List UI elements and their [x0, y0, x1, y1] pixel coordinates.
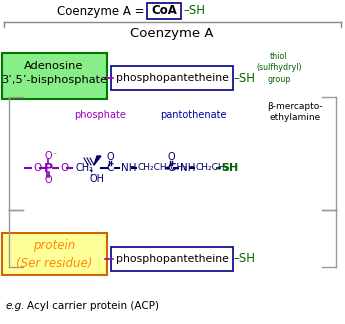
Text: O: O [44, 151, 52, 161]
Polygon shape [94, 156, 101, 165]
FancyBboxPatch shape [111, 247, 233, 271]
Text: O: O [33, 163, 41, 173]
Text: C: C [167, 163, 175, 173]
Text: OH: OH [89, 174, 104, 184]
Text: CH₂CH₂CH₂: CH₂CH₂CH₂ [137, 164, 187, 172]
Text: CH₂CH₂: CH₂CH₂ [195, 164, 228, 172]
Text: O: O [106, 152, 114, 162]
Text: protein
(Ser residue): protein (Ser residue) [16, 238, 92, 270]
FancyBboxPatch shape [111, 66, 233, 90]
Text: C: C [106, 163, 114, 173]
Text: phosphate: phosphate [74, 110, 126, 120]
Text: pantothenate: pantothenate [160, 110, 226, 120]
Text: –SH: –SH [233, 72, 255, 85]
FancyBboxPatch shape [2, 53, 107, 99]
Text: –SH: –SH [233, 252, 255, 265]
Text: β-mercapto-
ethylamine: β-mercapto- ethylamine [267, 102, 323, 122]
Text: NH: NH [180, 163, 196, 173]
Text: phosphopantetheine: phosphopantetheine [116, 254, 228, 264]
Text: NH: NH [121, 163, 137, 173]
FancyBboxPatch shape [147, 3, 181, 19]
Text: Coenzyme A =: Coenzyme A = [57, 5, 148, 17]
Text: phosphopantetheine: phosphopantetheine [116, 73, 228, 83]
Text: thiol
(sulfhydryl)
group: thiol (sulfhydryl) group [256, 52, 302, 84]
Text: O: O [44, 175, 52, 185]
Text: CoA: CoA [151, 5, 177, 17]
Text: O: O [167, 152, 175, 162]
FancyBboxPatch shape [2, 233, 107, 275]
Text: SH: SH [221, 163, 238, 173]
Text: CH₂: CH₂ [75, 163, 93, 173]
Text: Adenosine
3’,5’-bisphosphate: Adenosine 3’,5’-bisphosphate [1, 61, 107, 85]
Text: –SH: –SH [183, 5, 205, 17]
Text: Acyl carrier protein (ACP): Acyl carrier protein (ACP) [27, 301, 159, 311]
Text: e.g.: e.g. [6, 301, 26, 311]
Text: P: P [43, 161, 52, 175]
Text: ⁻: ⁻ [52, 151, 56, 159]
Text: Coenzyme A: Coenzyme A [130, 28, 214, 40]
Text: O: O [60, 163, 68, 173]
